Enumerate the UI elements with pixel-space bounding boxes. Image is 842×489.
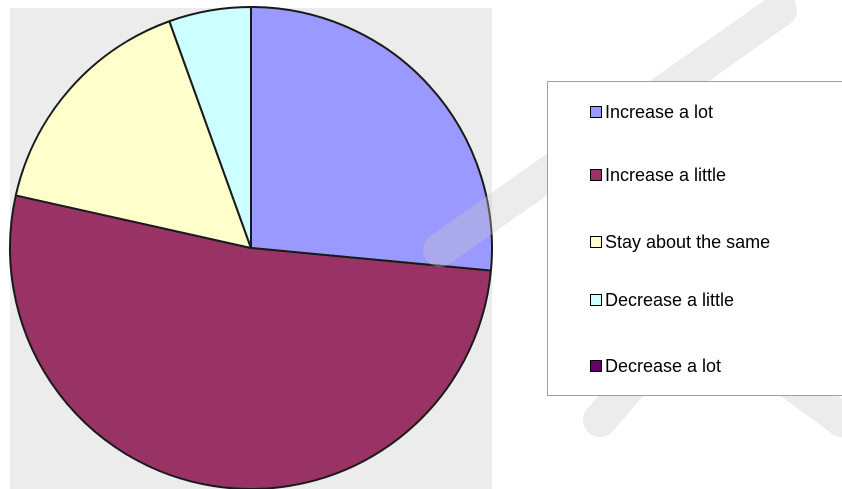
legend-item: Decrease a little — [590, 288, 734, 312]
legend-item: Increase a little — [590, 163, 726, 187]
legend-swatch — [590, 236, 602, 248]
legend-item: Decrease a lot — [590, 354, 721, 378]
legend-swatch — [590, 106, 602, 118]
legend-label: Decrease a lot — [605, 356, 721, 377]
legend-label: Decrease a little — [605, 290, 734, 311]
legend-item: Stay about the same — [590, 230, 770, 254]
legend-label: Stay about the same — [605, 232, 770, 253]
legend: Increase a lot Increase a little Stay abou… — [547, 81, 842, 396]
legend-label: Increase a little — [605, 165, 726, 186]
legend-item: Increase a lot — [590, 100, 713, 124]
legend-label: Increase a lot — [605, 102, 713, 123]
legend-swatch — [590, 294, 602, 306]
legend-swatch — [590, 360, 602, 372]
legend-swatch — [590, 169, 602, 181]
